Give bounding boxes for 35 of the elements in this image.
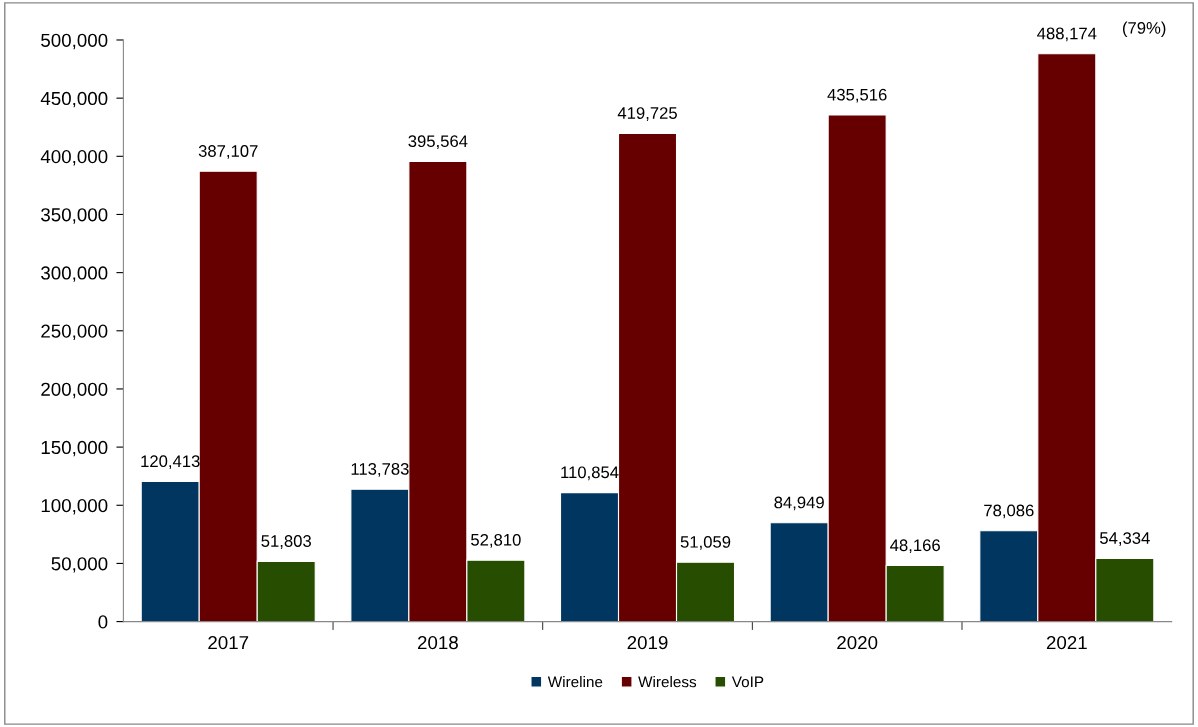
data-label: 84,949 [774,496,824,511]
y-tick-label: 500,000 [41,33,108,50]
data-label: 48,166 [890,539,940,554]
y-tick-label: 250,000 [41,324,108,340]
data-label: 51,059 [680,535,731,550]
text: (79%) [1122,21,1166,38]
y-tick-label: 50,000 [51,557,108,573]
y-tick-label: 200,000 [41,382,108,399]
y-tick-label: 0 [98,615,108,629]
data-label: 54,334 [1100,532,1150,546]
data-label: 488,174 [1037,27,1097,42]
data-label: 51,803 [261,535,311,549]
y-tick-label: 150,000 [41,440,108,457]
data-label: 419,725 [617,107,677,121]
data-label: 78,086 [984,504,1034,519]
data-label: 52,810 [471,533,521,548]
x-tick-label: 2021 [1046,635,1087,650]
legend-label: Wireline [547,676,603,688]
data-label: 120,413 [141,455,200,470]
x-tick-label: 2018 [417,635,458,650]
data-label: 113,783 [351,463,409,477]
y-tick-label: 350,000 [41,208,108,224]
data-label: 110,854 [561,466,619,481]
y-tick-label: 400,000 [40,150,108,166]
x-tick-label: 2019 [627,635,668,650]
data-label: 435,516 [827,88,887,103]
y-tick-label: 300,000 [41,266,108,282]
legend-label: Wireless [638,676,697,688]
y-tick-label: 450,000 [40,91,108,108]
data-label: 387,107 [198,145,258,159]
x-tick-label: 2020 [837,635,878,650]
data-label: 395,564 [408,135,468,150]
y-tick-label: 100,000 [41,498,108,515]
legend-label: VoIP [731,676,764,688]
x-tick-label: 2017 [208,635,249,650]
